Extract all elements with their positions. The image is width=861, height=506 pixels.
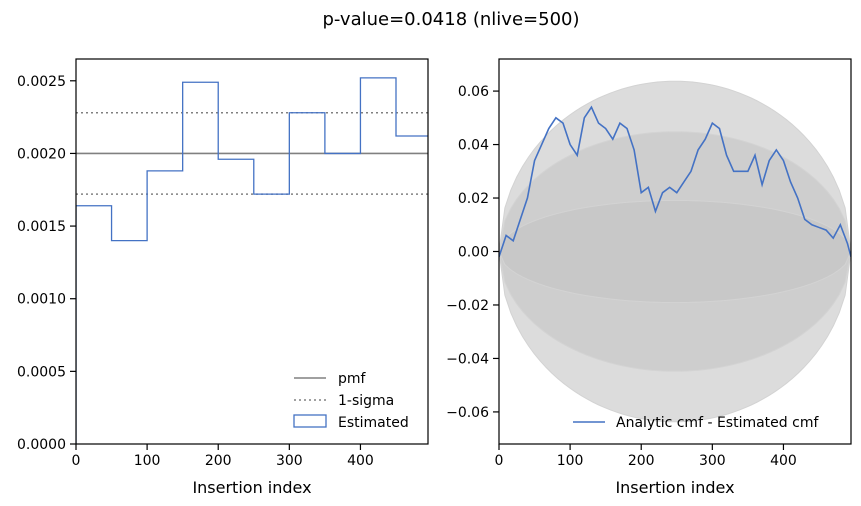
y-tick-label: −0.02: [446, 298, 489, 314]
y-tick-label: 0.06: [458, 84, 489, 100]
legend-label-estimated: Estimated: [338, 415, 409, 431]
plot-area: [499, 80, 851, 423]
y-tick-label: 0.0010: [17, 292, 66, 308]
x-tick-label: 400: [770, 453, 797, 469]
legend-swatch-estimated: [293, 414, 327, 428]
plot-area: [76, 77, 428, 444]
confidence-band-1-sigma: [499, 199, 851, 304]
legend: Analytic cmf - Estimated cmf: [573, 415, 819, 431]
estimated-histogram: [76, 77, 428, 444]
legend-label-cmf: Analytic cmf - Estimated cmf: [616, 415, 819, 431]
plot-frame: [75, 58, 429, 445]
legend-label-pmf: pmf: [338, 371, 367, 387]
y-tick-label: 0.00: [458, 245, 489, 261]
x-tick-label: 100: [557, 453, 584, 469]
y-tick-label: 0.0020: [17, 146, 66, 162]
confidence-band-2-sigma: [499, 131, 851, 372]
x-tick-label: 300: [276, 453, 303, 469]
y-tick-label: 0.02: [458, 191, 489, 207]
right-chart-cmf-difference: 0 100 200 300 400 −0.06 −0.04 −0.02 0.00 0.02 0.04…: [446, 58, 852, 497]
left-chart-histogram: 0 100 200 300 400 0.0000 0.0005 0.0010 0.0015 0.0…: [17, 58, 429, 497]
figure-title: p-value=0.0418 (nlive=500): [322, 9, 579, 30]
x-tick-label: 100: [134, 453, 161, 469]
x-axis-label: Insertion index: [192, 478, 311, 497]
x-tick-label: 0: [72, 453, 81, 469]
y-tick-label: 0.04: [458, 138, 489, 154]
legend-label-1-sigma: 1-sigma: [338, 393, 394, 409]
y-tick-label: −0.06: [446, 405, 489, 421]
y-tick-label: 0.0015: [17, 219, 66, 235]
x-axis-label: Insertion index: [615, 478, 734, 497]
y-tick-label: 0.0005: [17, 364, 66, 380]
y-tick-label: 0.0025: [17, 74, 66, 90]
x-tick-label: 0: [495, 453, 504, 469]
x-tick-label: 300: [699, 453, 726, 469]
y-tick-label: 0.0000: [17, 437, 66, 453]
x-tick-label: 200: [205, 453, 232, 469]
x-tick-label: 200: [628, 453, 655, 469]
legend: pmf 1-sigma Estimated: [293, 371, 409, 431]
x-tick-label: 400: [347, 453, 374, 469]
y-tick-label: −0.04: [446, 351, 489, 367]
